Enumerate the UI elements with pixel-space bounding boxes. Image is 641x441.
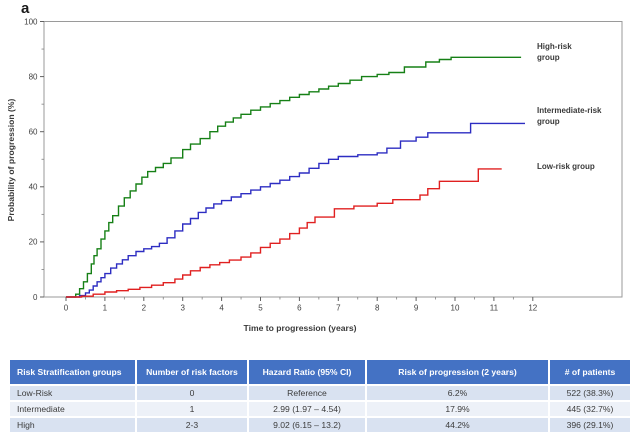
cell-hazard-ratio: 2.99 (1.97 – 4.54) [247, 400, 367, 418]
y-tick-label: 40 [29, 183, 38, 192]
x-tick-label: 1 [103, 304, 108, 313]
cell-group: Intermediate [8, 400, 137, 418]
x-tick-label: 4 [219, 304, 224, 313]
header-risk-groups: Risk Stratification groups [8, 358, 137, 386]
intermediate-risk-group-label-line2: group [537, 117, 560, 126]
y-tick-label: 100 [24, 17, 38, 26]
table-header-row: Risk Stratification groups Number of ris… [8, 358, 632, 386]
cell-risk-factors: 0 [135, 384, 249, 402]
x-tick-label: 10 [451, 304, 460, 313]
x-tick-label: 5 [258, 304, 263, 313]
cell-risk-factors: 1 [135, 400, 249, 418]
cell-risk-progression: 17.9% [365, 400, 550, 418]
x-axis-title: Time to progression (years) [243, 323, 356, 333]
y-tick-label: 0 [33, 293, 38, 302]
table-row-intermediate: Intermediate 1 2.99 (1.97 – 4.54) 17.9% … [8, 400, 632, 418]
x-tick-label: 8 [375, 304, 380, 313]
high-risk-group-label-line1: High-risk [537, 42, 572, 51]
intermediate-risk-group-curve [66, 122, 525, 298]
high-risk-group-curve [66, 56, 522, 298]
low-risk-group-label: Low-risk group [537, 162, 595, 171]
intermediate-risk-group-label-line1: Intermediate-risk [537, 106, 602, 115]
cell-risk-progression: 6.2% [365, 384, 550, 402]
cell-patients: 445 (32.7%) [548, 400, 632, 418]
high-risk-group-label-line2: group [537, 53, 560, 62]
x-tick-label: 2 [142, 304, 147, 313]
panel-label: a [21, 0, 30, 17]
survival-curves [66, 56, 525, 298]
y-tick-label: 20 [29, 238, 38, 247]
header-risk-factors: Number of risk factors [135, 358, 249, 386]
x-tick-label: 9 [414, 304, 419, 313]
cell-risk-progression: 44.2% [365, 416, 550, 434]
header-hazard-ratio: Hazard Ratio (95% CI) [247, 358, 367, 386]
y-tick-label: 80 [29, 72, 38, 81]
low-risk-group-curve [66, 168, 502, 298]
x-tick-label: 12 [528, 304, 537, 313]
header-risk-progression: Risk of progression (2 years) [365, 358, 550, 386]
risk-stratification-table: Risk Stratification groups Number of ris… [8, 358, 632, 434]
x-tick-label: 6 [297, 304, 302, 313]
cell-group: High [8, 416, 137, 434]
cell-hazard-ratio: 9.02 (6.15 – 13.2) [247, 416, 367, 434]
y-axis-title: Probability of progression (%) [6, 99, 16, 222]
x-tick-label: 7 [336, 304, 341, 313]
cell-risk-factors: 2-3 [135, 416, 249, 434]
cell-group: Low-Risk [8, 384, 137, 402]
x-tick-label: 0 [64, 304, 69, 313]
x-tick-label: 11 [490, 304, 499, 313]
header-patients: # of patients [548, 358, 632, 386]
y-tick-label: 60 [29, 128, 38, 137]
table-row-high: High 2-3 9.02 (6.15 – 13.2) 44.2% 396 (2… [8, 416, 632, 434]
table-row-low-risk: Low-Risk 0 Reference 6.2% 522 (38.3%) [8, 384, 632, 402]
x-tick-label: 3 [180, 304, 185, 313]
cell-patients: 522 (38.3%) [548, 384, 632, 402]
cell-hazard-ratio: Reference [247, 384, 367, 402]
cell-patients: 396 (29.1%) [548, 416, 632, 434]
